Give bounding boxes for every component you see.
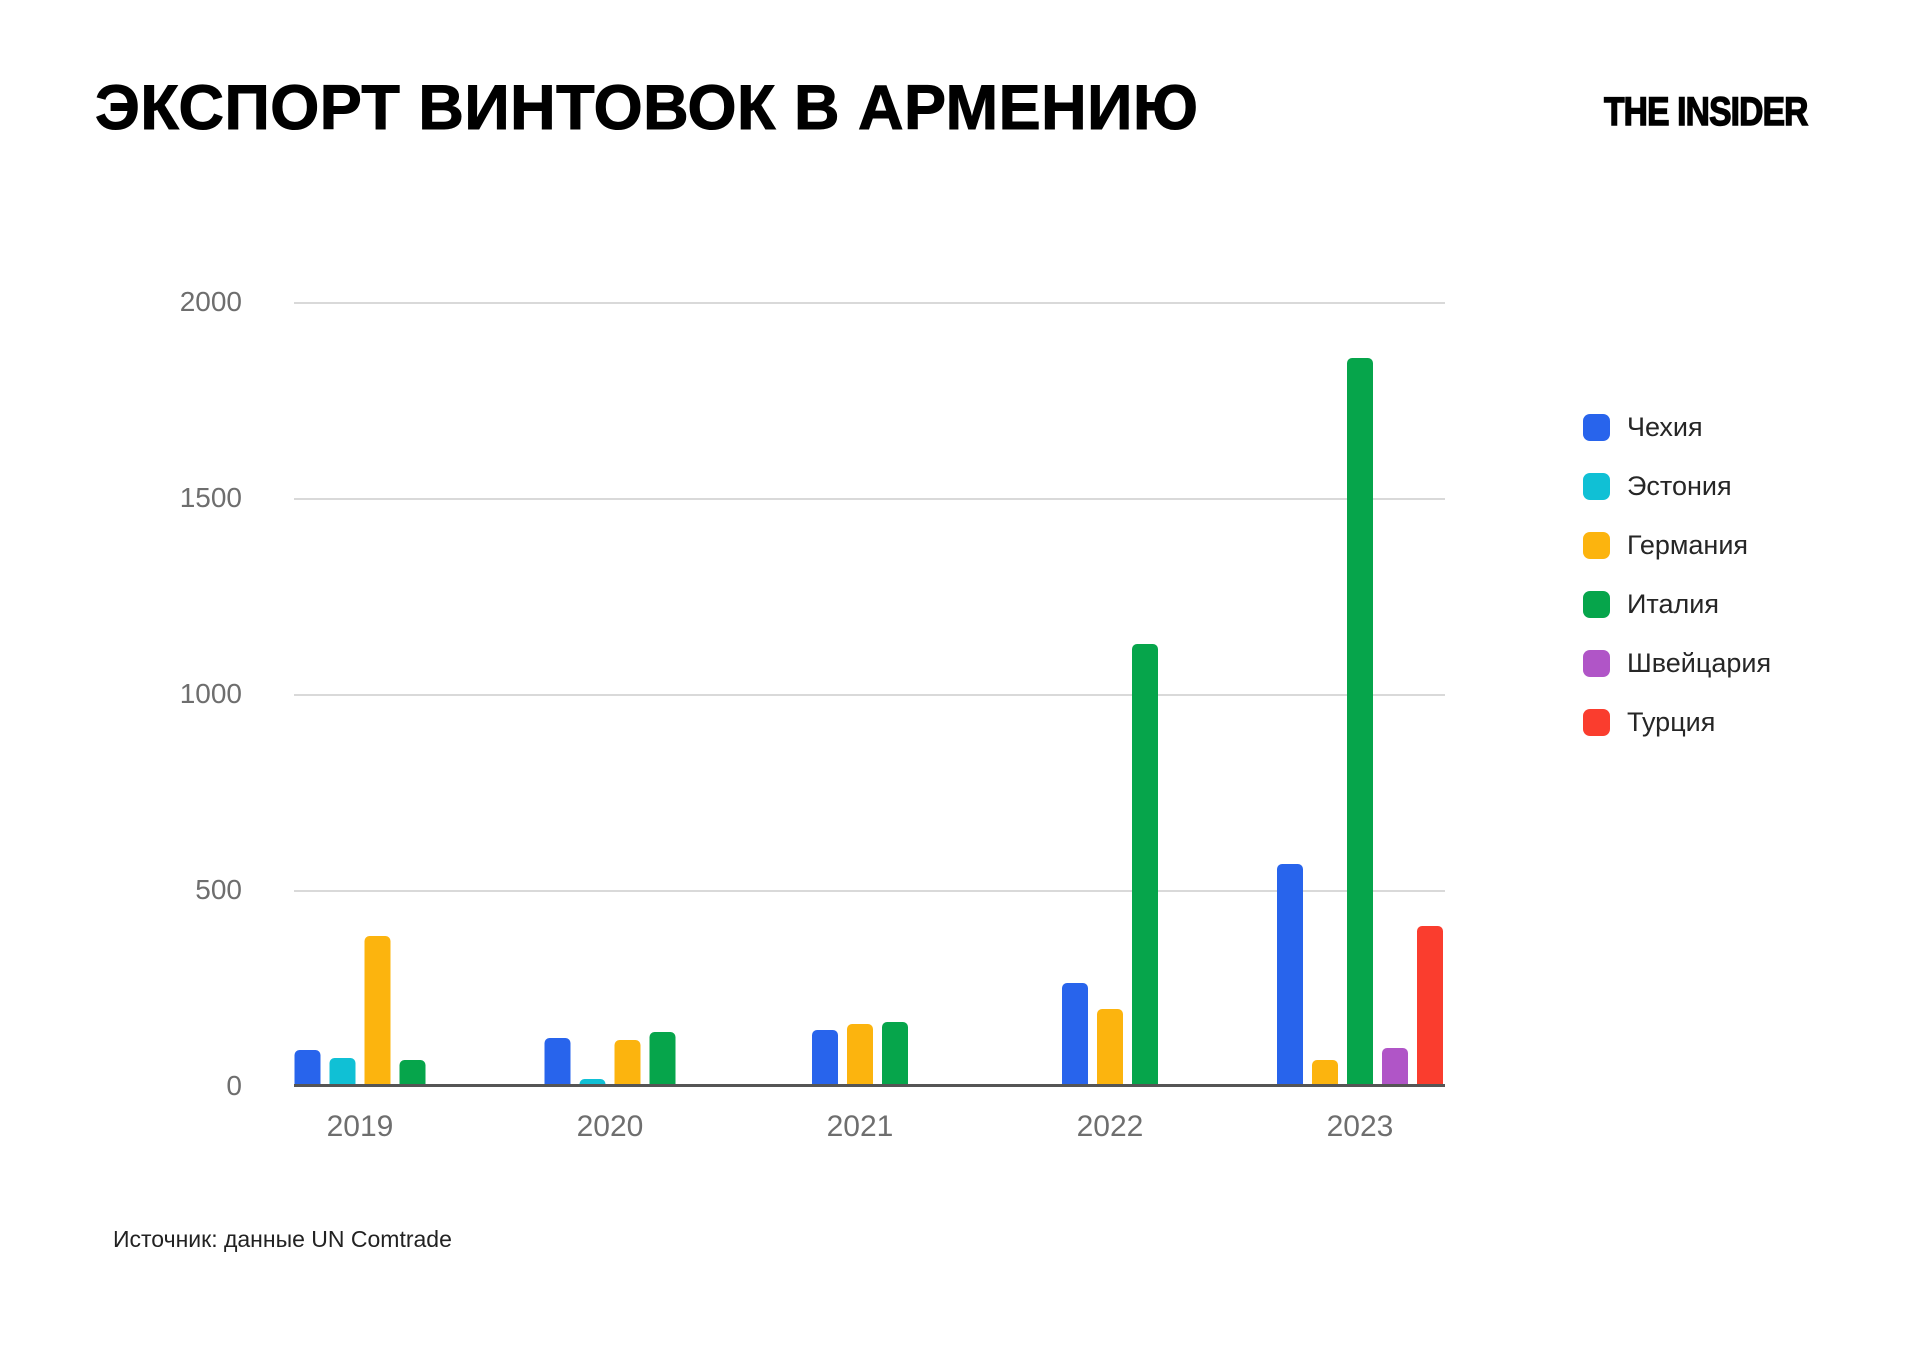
plot-area [294,302,1445,1087]
x-tick-label-2019: 2019 [326,1110,394,1143]
bar-group-2021 [812,1022,908,1085]
bar-Чехия-2021 [812,1030,838,1085]
bar-Германия-2019 [364,936,391,1085]
gridline-500 [294,890,1445,892]
legend-swatch-icon [1583,649,1610,677]
bar-Италия-2019 [399,1060,426,1085]
legend-swatch-icon [1583,590,1610,618]
legend-label: Турция [1627,706,1716,737]
legend-label: Чехия [1627,411,1703,442]
legend-item-Германия: Германия [1583,529,1749,560]
y-tick-label: 0 [226,1070,242,1101]
legend-item-Италия: Италия [1583,588,1719,619]
bar-Эстония-2019 [329,1058,356,1085]
bar-Германия-2023 [1312,1060,1338,1085]
bar-Эстония-2020 [579,1079,606,1085]
gridline-1500 [294,498,1445,500]
bar-Швейцария-2023 [1382,1048,1408,1085]
legend-item-Турция: Турция [1583,706,1716,737]
chart-title: ЭКСПОРТ ВИНТОВОК В АРМЕНИЮ [94,73,1199,144]
bar-Чехия-2022 [1062,983,1088,1085]
x-axis-line [294,1084,1445,1087]
bar-Чехия-2019 [294,1050,321,1085]
bar-Германия-2022 [1097,1009,1123,1085]
source-note: Источник: данные UN Comtrade [113,1226,452,1252]
bar-Турция-2023 [1417,926,1443,1085]
bar-Италия-2023 [1347,358,1373,1085]
gridline-2000 [294,302,1445,304]
bar-Чехия-2020 [544,1038,571,1085]
x-tick-label-2021: 2021 [826,1110,894,1143]
legend-item-Швейцария: Швейцария [1583,647,1772,678]
y-tick-label: 1500 [179,482,242,513]
y-tick-label: 1000 [179,678,242,709]
gridline-1000 [294,694,1445,696]
bar-Германия-2021 [847,1024,873,1085]
x-tick-label-2023: 2023 [1326,1110,1394,1143]
bar-Италия-2021 [882,1022,908,1085]
legend-label: Эстония [1627,470,1732,501]
y-tick-label: 500 [195,874,242,905]
bar-Чехия-2023 [1277,864,1303,1085]
bar-Италия-2020 [649,1032,676,1085]
x-tick-label-2022: 2022 [1076,1110,1144,1143]
the-insider-logo: THE INSIDER [1603,89,1809,134]
legend-swatch-icon [1583,472,1610,500]
y-tick-label: 2000 [179,286,242,317]
bar-group-2022 [1062,644,1158,1085]
bar-group-2023 [1277,358,1443,1085]
bar-Германия-2020 [614,1040,641,1085]
bar-group-2019 [294,936,426,1085]
legend-item-Эстония: Эстония [1583,470,1732,501]
bar-group-2020 [544,1032,676,1085]
legend-label: Швейцария [1627,647,1772,678]
legend-swatch-icon [1583,708,1610,736]
x-tick-label-2020: 2020 [576,1110,644,1143]
legend-swatch-icon [1583,413,1610,441]
legend-swatch-icon [1583,531,1610,559]
legend-item-Чехия: Чехия [1583,411,1703,442]
legend-label: Германия [1627,529,1749,560]
bar-Италия-2022 [1132,644,1158,1085]
legend-label: Италия [1627,588,1719,619]
